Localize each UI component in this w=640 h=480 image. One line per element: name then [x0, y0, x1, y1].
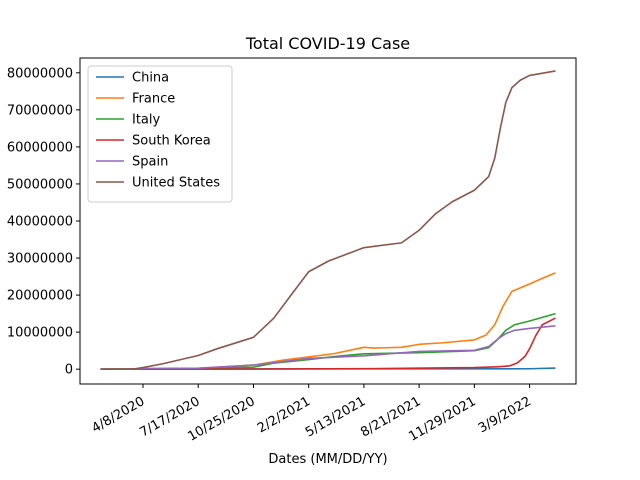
y-tick-label: 60000000 — [7, 140, 73, 155]
y-tick-label: 70000000 — [7, 103, 73, 118]
legend-label-united-states: United States — [132, 176, 220, 191]
series-line-spain — [100, 325, 556, 370]
legend-label-spain: Spain — [132, 155, 168, 170]
y-tick-label: 40000000 — [7, 215, 73, 230]
y-tick-label: 50000000 — [7, 177, 73, 192]
series-layer — [100, 70, 556, 370]
y-tick-label: 10000000 — [7, 326, 73, 341]
y-tick-label: 30000000 — [7, 252, 73, 267]
chart-title: Total COVID-19 Case — [245, 34, 410, 53]
y-axis: 0 10000000 20000000 30000000 40000000 5000000… — [7, 66, 80, 378]
series-line-south-korea — [100, 317, 556, 370]
legend: China France Italy South Korea Spain United S… — [87, 65, 233, 203]
series-line-united-states — [100, 70, 556, 370]
legend-label-france: France — [132, 92, 175, 107]
x-axis-label: Dates (MM/DD/YY) — [268, 452, 387, 467]
y-tick-label: 0 — [65, 363, 73, 378]
legend-box — [87, 65, 233, 203]
y-tick-label: 80000000 — [7, 66, 73, 81]
legend-label-italy: Italy — [132, 113, 161, 128]
legend-label-south-korea: South Korea — [132, 134, 211, 149]
legend-label-china: China — [132, 71, 169, 86]
y-tick-label: 20000000 — [7, 289, 73, 304]
